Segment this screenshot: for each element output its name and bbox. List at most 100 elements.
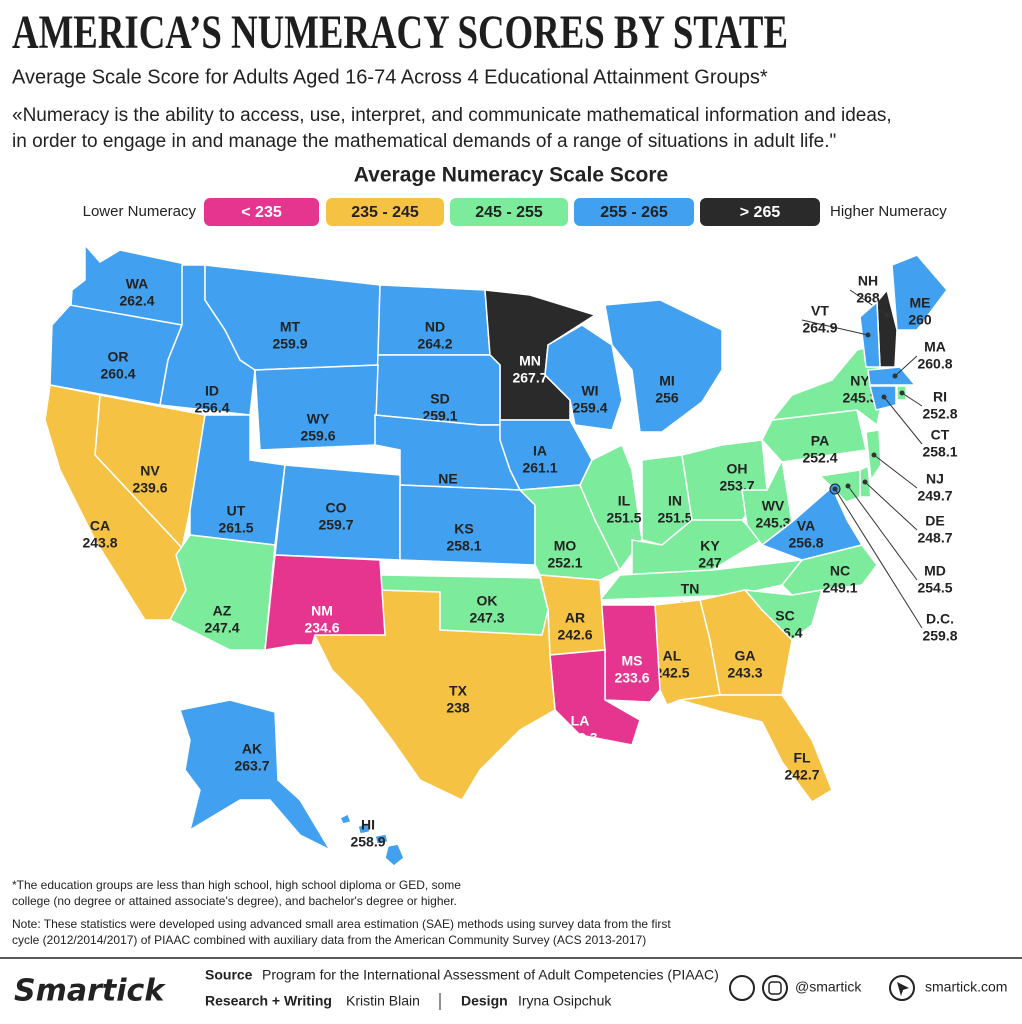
leader-line [847,485,918,581]
state-abbr: NE [438,471,457,487]
website[interactable]: smartick.com [925,979,1007,995]
state-value: 258.1 [922,444,957,460]
state-abbr: NC [830,563,850,579]
state-abbr: LA [571,713,590,729]
state-value: 242.5 [654,665,689,681]
state-value: 245.3 [755,515,790,531]
leader-line [894,355,918,377]
state-abbr: NY [850,373,870,389]
state-abbr: IA [533,443,547,459]
state-abbr: IL [618,493,631,509]
state-value: 256.8 [788,535,823,551]
state-abbr: CT [931,427,950,443]
state-value: 259.4 [572,400,607,416]
state-shape [818,469,861,503]
design: Iryna Osipchuk [518,993,612,1009]
legend-label: 255 - 265 [600,204,668,221]
state-abbr: NV [140,463,160,479]
leader-dot [871,452,877,458]
social-handle[interactable]: @smartick [795,979,862,995]
web-icon[interactable] [889,975,915,1001]
state-abbr: MO [554,538,577,554]
state-abbr: OH [727,461,748,477]
leader-line [801,319,869,336]
state-abbr: MS [622,653,643,669]
state-value: 249.1 [822,580,857,596]
state-abbr: HI [361,817,375,833]
research-label: Research + Writing [205,993,332,1009]
twitter-icon[interactable] [729,975,755,1001]
state-value: 259.9 [272,336,307,352]
state-value: 233.6 [614,670,649,686]
state-abbr: MT [280,319,301,335]
state-abbr: FL [793,750,811,766]
leader-dot [865,332,871,338]
state-shape [549,649,641,746]
leader-dot [845,483,851,489]
state-value: 268 [856,290,880,306]
state-abbr: IN [668,493,682,509]
legend-label: 245 - 255 [475,204,543,221]
leader-line [834,488,923,629]
quote-line: «Numeracy is the ability to access, use,… [12,105,892,126]
legend-swatch [326,198,444,226]
state-value: 252.8 [922,406,957,422]
leader-dot [884,312,890,318]
state-value: 259.6 [300,428,335,444]
state-abbr: KY [700,538,720,554]
state-value: 242.7 [784,767,819,783]
state-value: 264.2 [417,336,452,352]
leader-line [849,289,888,316]
leader-line [873,454,918,489]
state-value: 252.1 [547,555,582,571]
state-abbr: CO [326,500,347,516]
state-value: 247.4 [204,620,239,636]
legend-label: > 265 [740,204,781,221]
state-value: 260.8 [917,356,952,372]
state-abbr: WV [762,498,785,514]
state-value: 251.5 [606,510,641,526]
state-abbr: ID [205,383,219,399]
footnote: *The education groups are less than high… [12,878,461,892]
leader-dot [832,486,838,492]
state-shape [679,694,833,803]
state-value: 243.3 [727,665,762,681]
cursor-glyph [897,982,909,996]
title: AMERICA’S NUMERACY SCORES BY STATE [12,6,788,59]
source-label: Source [205,967,253,983]
state-abbr: UT [227,503,246,519]
legend: < 235 235 - 245 245 - 255 255 - 265 > 265 [204,198,820,226]
instagram-icon[interactable] [762,975,788,1001]
state-abbr: OR [108,349,129,365]
state-value: 259.8 [922,628,957,644]
state-shape [891,254,948,331]
state-abbr: CA [90,518,110,534]
state-abbr: RI [933,389,947,405]
state-shape [338,812,405,867]
state-shape [179,699,332,852]
state-value: 263.7 [234,758,269,774]
state-value: 238 [446,700,470,716]
instagram-glyph [768,981,782,995]
leader-line [883,396,923,445]
state-shape [377,574,549,636]
state-value: 248.7 [917,530,952,546]
state-shape [544,324,623,431]
legend-label: 235 - 245 [351,204,419,221]
research: Kristin Blain [346,993,420,1009]
state-abbr: TN [681,581,700,597]
state-value: 252.4 [802,450,837,466]
state-value: 239.6 [132,480,167,496]
state-abbr: DE [925,513,944,529]
leader-dot [881,394,887,400]
state-abbr: WA [126,276,149,292]
state-value: 260 [908,312,932,328]
state-abbr: NM [311,603,333,619]
state-abbr: AR [565,610,585,626]
state-value: 260.4 [100,366,135,382]
state-abbr: SC [775,608,794,624]
footnote: college (no degree or attained associate… [12,894,457,908]
state-abbr: ND [425,319,445,335]
logo: Smartick [14,974,166,1009]
